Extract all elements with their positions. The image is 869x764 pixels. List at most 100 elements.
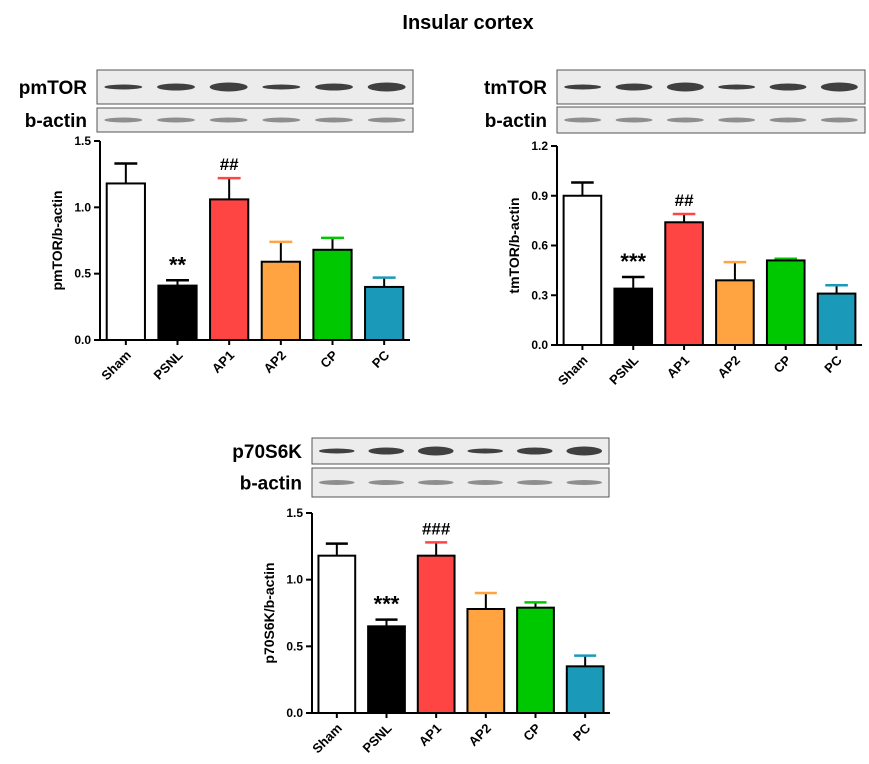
- y-tick-label: 0.6: [531, 239, 548, 253]
- y-tick-label: 0.0: [286, 706, 303, 720]
- x-tick-label: CP: [317, 347, 341, 371]
- significance-mark: ##: [220, 155, 239, 174]
- x-tick-label: PSNL: [150, 347, 185, 382]
- y-tick-label: 1.2: [531, 139, 548, 153]
- y-tick-label: 1.0: [74, 200, 91, 214]
- blot-image: [96, 69, 414, 105]
- blot-band: [209, 117, 248, 123]
- bar: [367, 625, 406, 714]
- blot-band: [209, 82, 248, 92]
- x-tick-label: AP2: [715, 353, 743, 381]
- bar: [516, 606, 555, 715]
- blot-label: tmTOR: [484, 78, 547, 99]
- bar: [317, 554, 357, 715]
- blot-band: [820, 117, 858, 123]
- x-tick-label: CP: [770, 352, 794, 376]
- blot-label: b-actin: [485, 111, 547, 132]
- blot-band: [566, 446, 603, 456]
- blot-label: b-actin: [240, 474, 302, 495]
- bar: [466, 608, 506, 714]
- blot-band: [417, 446, 454, 456]
- significance-mark: ***: [620, 249, 646, 274]
- blot-label: b-actin: [25, 111, 87, 132]
- y-axis-label: p70S6K/b-actin: [261, 562, 277, 663]
- blot-band: [564, 84, 602, 90]
- blot-band: [368, 447, 405, 455]
- y-tick-label: 1.5: [286, 506, 303, 520]
- blot-band: [769, 117, 807, 123]
- blot-band: [615, 83, 653, 91]
- y-axis-label: tmTOR/b-actin: [506, 197, 522, 293]
- bar: [816, 292, 857, 347]
- blot-image: [311, 437, 610, 465]
- blot-band: [262, 84, 301, 90]
- x-tick-label: PSNL: [606, 352, 641, 387]
- y-tick-label: 1.0: [286, 573, 303, 587]
- significance-mark: ***: [374, 592, 400, 617]
- blot-band: [718, 84, 756, 90]
- blot-band: [367, 117, 406, 123]
- bar: [565, 665, 605, 714]
- x-tick-label: AP2: [260, 348, 288, 376]
- y-tick-label: 1.5: [74, 134, 91, 148]
- blot-band: [820, 82, 858, 92]
- blot-label: p70S6K: [232, 442, 302, 463]
- bar: [664, 221, 704, 347]
- x-tick-label: Sham: [98, 348, 134, 384]
- blot-label: pmTOR: [19, 78, 88, 99]
- blot-band: [564, 117, 602, 123]
- blot-band: [368, 480, 405, 485]
- blot-band: [566, 480, 603, 485]
- bar: [260, 260, 301, 341]
- y-axis-label: pmTOR/b-actin: [49, 190, 65, 290]
- blot-band: [467, 448, 504, 454]
- y-tick-label: 0.9: [531, 189, 548, 203]
- bar: [416, 554, 456, 715]
- bar: [312, 248, 353, 341]
- x-tick-label: PC: [369, 347, 393, 371]
- blot-band: [318, 480, 355, 485]
- blot-band: [467, 480, 504, 485]
- bar: [157, 284, 198, 341]
- x-tick-label: AP2: [465, 721, 493, 749]
- blot-band: [417, 480, 454, 485]
- y-tick-label: 0.0: [74, 333, 91, 347]
- x-tick-label: Sham: [309, 721, 345, 757]
- x-tick-label: AP1: [416, 721, 444, 749]
- y-tick-label: 0.3: [531, 288, 548, 302]
- y-tick-label: 0.0: [531, 338, 548, 352]
- blot-band: [516, 447, 553, 455]
- blot-band: [615, 117, 653, 123]
- blot-band: [666, 82, 704, 92]
- bar: [613, 287, 654, 347]
- blot-image: [556, 69, 866, 105]
- blot-image: [96, 107, 414, 133]
- x-tick-label: PSNL: [359, 720, 394, 755]
- bar: [209, 198, 250, 341]
- significance-mark: **: [169, 252, 187, 277]
- y-tick-label: 0.5: [74, 267, 91, 281]
- blot-image: [556, 106, 866, 134]
- blot-band: [262, 117, 301, 123]
- bar: [765, 259, 806, 346]
- blot-band: [367, 82, 406, 92]
- blot-band: [516, 480, 553, 485]
- blot-band: [769, 83, 807, 91]
- x-tick-label: AP1: [664, 353, 692, 381]
- x-tick-label: CP: [520, 720, 544, 744]
- bar: [562, 194, 603, 346]
- x-tick-label: AP1: [209, 348, 237, 376]
- bar: [364, 285, 405, 341]
- blot-band: [318, 448, 355, 454]
- x-tick-label: PC: [570, 720, 594, 744]
- blot-band: [157, 117, 195, 123]
- blot-band: [315, 117, 353, 123]
- significance-mark: ###: [422, 519, 451, 538]
- blot-image: [311, 467, 610, 498]
- bar: [105, 182, 146, 341]
- blot-band: [666, 117, 704, 123]
- x-tick-label: PC: [821, 352, 845, 376]
- x-tick-label: Sham: [555, 353, 591, 389]
- y-tick-label: 0.5: [286, 639, 303, 653]
